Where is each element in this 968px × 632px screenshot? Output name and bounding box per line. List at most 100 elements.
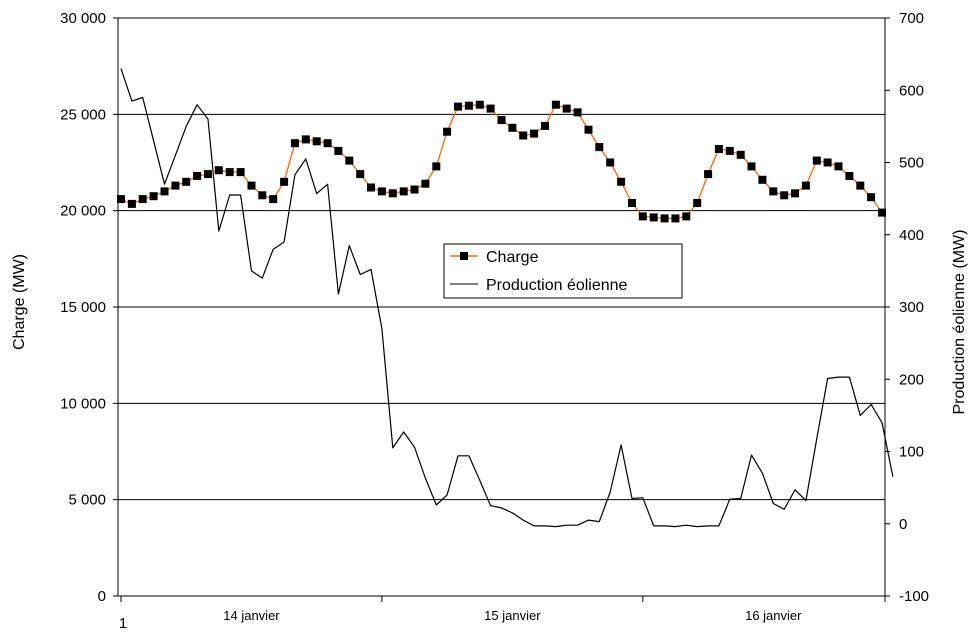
charge-point <box>204 170 212 179</box>
charge-point <box>867 193 876 202</box>
series-production-eolienne <box>120 68 894 528</box>
charge-point <box>791 189 799 198</box>
charge-point <box>247 181 256 190</box>
left-tick-label: 10 000 <box>60 395 106 412</box>
charge-point <box>280 177 289 186</box>
charge-point <box>508 123 517 132</box>
charge-point <box>410 185 419 194</box>
charge-point <box>182 177 191 186</box>
left-tick-label: 25 000 <box>60 106 106 123</box>
charge-point <box>736 150 745 159</box>
legend-wind-label: Production éolienne <box>486 277 628 294</box>
right-tick-label: 0 <box>899 516 907 533</box>
charge-point <box>541 121 549 130</box>
charge-point <box>617 177 626 186</box>
x-start-label: 1 <box>119 615 127 632</box>
charge-point <box>367 183 375 192</box>
x-date-label: 15 janvier <box>484 608 541 623</box>
gridlines <box>118 17 885 501</box>
charge-point <box>334 146 343 155</box>
charge-point <box>269 195 278 204</box>
charge-point <box>160 187 169 196</box>
charge-point <box>301 135 310 144</box>
charge-point <box>584 125 593 134</box>
charge-point <box>812 156 821 165</box>
charge-point <box>193 172 202 180</box>
charge-point <box>801 181 810 190</box>
charge-point <box>682 212 691 221</box>
charge-point <box>834 162 843 171</box>
charge-point <box>878 208 886 217</box>
charge-point <box>519 131 528 140</box>
charge-point <box>638 212 647 221</box>
axes <box>117 18 886 602</box>
charge-point <box>747 162 756 171</box>
charge-point <box>606 158 615 167</box>
charge-point <box>388 189 397 198</box>
charge-point <box>290 139 299 148</box>
charge-point <box>758 175 767 184</box>
x-date-label: 16 janvier <box>745 608 802 623</box>
legend-box <box>443 243 683 299</box>
charge-point <box>214 166 223 175</box>
charge-point <box>149 192 158 201</box>
charge-point <box>421 179 430 188</box>
right-tick-label: 600 <box>899 82 924 99</box>
right-tick-label: 700 <box>899 10 924 27</box>
charge-point <box>704 170 713 179</box>
right-tick-label: 100 <box>899 444 924 461</box>
charge-point <box>595 143 604 152</box>
charge-point <box>497 116 506 125</box>
right-axis-ticks: -100 0 100 200 300 400 500 600 700 <box>885 10 929 605</box>
charge-point <box>127 199 136 208</box>
charge-point <box>464 101 473 110</box>
charge-point <box>138 195 147 204</box>
x-date-label: 14 janvier <box>223 608 280 623</box>
charge-point <box>171 181 180 190</box>
charge-point <box>769 187 778 196</box>
charge-point <box>345 156 354 165</box>
charge-point <box>432 162 441 171</box>
charge-point <box>780 191 789 200</box>
x-axis-labels: 14 janvier 15 janvier 16 janvier <box>223 608 802 623</box>
charge-point <box>845 172 854 180</box>
charge-point <box>117 195 125 204</box>
charge-point <box>399 187 408 196</box>
right-tick-label: 400 <box>899 227 924 244</box>
charge-point <box>225 168 234 177</box>
charge-point <box>312 137 321 146</box>
charge-point <box>573 108 582 117</box>
charge-point <box>551 100 560 109</box>
left-tick-label: 0 <box>98 588 106 605</box>
right-axis-title: Production éolienne (MW) <box>951 230 968 415</box>
charge-point <box>486 104 495 113</box>
right-tick-label: 200 <box>899 371 924 388</box>
charge-point <box>714 145 723 153</box>
right-tick-label: 300 <box>899 299 924 316</box>
charge-point <box>530 129 539 138</box>
legend-charge-label: Charge <box>486 249 539 266</box>
charge-point <box>649 213 658 222</box>
charge-point <box>443 127 452 136</box>
charge-point <box>823 158 832 167</box>
left-axis-ticks: 0 5 000 10 000 15 000 20 000 25 000 30 000 <box>60 10 118 605</box>
charge-point <box>323 139 332 148</box>
left-tick-label: 15 000 <box>60 299 106 316</box>
left-tick-label: 30 000 <box>60 10 106 27</box>
charge-point <box>628 199 636 207</box>
charge-point <box>236 168 245 177</box>
charge-point <box>562 104 571 113</box>
series-charge <box>117 100 886 223</box>
left-tick-label: 20 000 <box>60 203 106 220</box>
left-axis-title: Charge (MW) <box>11 254 28 350</box>
legend: Charge Production éolienne <box>443 243 683 299</box>
charge-point <box>258 191 267 200</box>
legend-charge-marker <box>460 252 468 260</box>
charge-point <box>454 102 462 111</box>
charge-point <box>356 170 365 179</box>
charge-point <box>856 181 865 190</box>
series-production-eolienne-line <box>120 68 894 528</box>
charge-point <box>475 100 484 109</box>
charge-point <box>671 214 680 223</box>
